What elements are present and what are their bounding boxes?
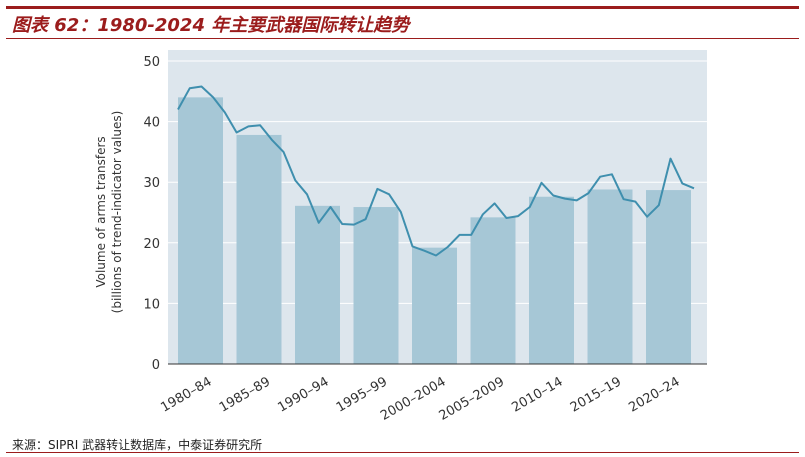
bottom-rule: [6, 452, 799, 453]
x-tick-label: 2020–24: [626, 374, 682, 415]
x-tick-label: 2010–14: [509, 374, 565, 415]
bar: [412, 247, 457, 364]
x-tick-label: 1985–89: [217, 374, 273, 415]
figure-title: 图表 62：1980-2024 年主要武器国际转让趋势: [12, 15, 410, 36]
source-note: 来源：SIPRI 武器转让数据库，中泰证券研究所: [12, 438, 263, 452]
bar: [646, 190, 691, 364]
x-tick-label: 2000–2004: [378, 374, 448, 423]
bar: [353, 207, 399, 364]
y-tick-label: 10: [143, 297, 160, 312]
annual-series-line: [177, 85, 695, 257]
bar: [178, 97, 223, 365]
bar: [529, 196, 574, 364]
x-tick-labels: 1980–84 1985–89 1990–94 1995–992000–2004200…: [158, 374, 682, 423]
bar: [295, 205, 340, 364]
y-tick-label: 40: [143, 116, 160, 131]
y-axis-label-line2: (billions of trend-indicator values): [110, 111, 124, 314]
y-tick-label: 50: [143, 55, 160, 70]
y-tick-label: 0: [152, 358, 160, 373]
bar: [236, 134, 282, 364]
x-tick-label: 2015–19: [568, 374, 624, 415]
y-tick-label: 20: [143, 237, 160, 252]
y-tick-label: 30: [143, 176, 160, 191]
top-rule: [6, 6, 799, 9]
bar: [470, 217, 516, 364]
title-rule: [6, 38, 799, 39]
bar: [587, 189, 633, 364]
y-tick-labels: 0 10 20 30 40 50: [143, 55, 160, 373]
bars: [178, 97, 691, 365]
y-axis-label-line1: Volume of arms transfers: [94, 136, 108, 287]
x-tick-label: 2005–2009: [437, 374, 507, 423]
x-tick-label: 1980–84: [158, 374, 214, 415]
x-tick-label: 1990–94: [275, 374, 331, 415]
